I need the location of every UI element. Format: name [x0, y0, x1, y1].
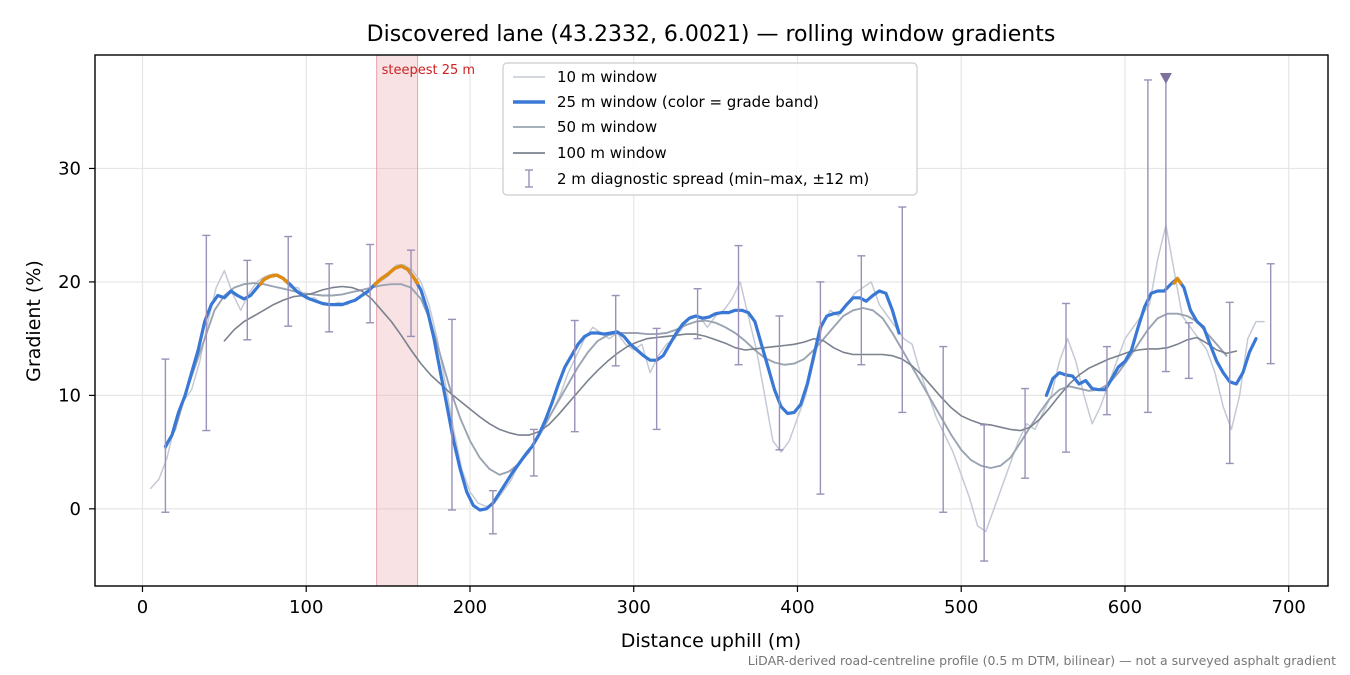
legend-label-50m: 50 m window [557, 118, 657, 136]
error-bar-21 [1021, 387, 1030, 479]
error-bar-0 [161, 358, 170, 513]
legend-label-10m: 10 m window [557, 68, 657, 86]
series-line-w50-3 [164, 282, 1228, 476]
error-bar-23 [1102, 345, 1111, 416]
error-bar-7 [447, 318, 456, 511]
error-bar-2 [243, 259, 252, 341]
error-bar-10 [570, 319, 579, 433]
error-bar-1 [202, 234, 211, 432]
x-tick-label-1: 100 [289, 597, 323, 618]
y-tick-label-0: 0 [70, 499, 81, 520]
x-axis-ticks: 0 100 200 300 400 500 600 700 [137, 586, 1306, 618]
y-tick-label-3: 30 [58, 158, 81, 179]
error-bar-11 [611, 294, 620, 367]
x-tick-label-5: 500 [944, 597, 978, 618]
error-bar-17 [857, 255, 866, 366]
plot-frame [94, 54, 1329, 587]
error-bar-20 [980, 424, 989, 562]
x-tick-label-2: 200 [453, 597, 487, 618]
x-tick-label-3: 300 [617, 597, 651, 618]
error-bar-6 [407, 249, 416, 338]
steep-segment-1 [373, 264, 420, 286]
legend-box [502, 62, 918, 196]
error-bar-12 [652, 327, 661, 431]
grid [95, 55, 1328, 586]
error-bar-15 [775, 315, 784, 451]
error-bar-4 [325, 263, 334, 333]
highlight-label: steepest 25 m [382, 63, 475, 78]
error-bar-clipped [1159, 73, 1172, 373]
steep-segment-0 [258, 273, 289, 286]
x-tick-label-4: 400 [780, 597, 814, 618]
error-bar-19 [939, 345, 948, 513]
error-bar-13 [693, 288, 702, 340]
error-bar-9 [529, 428, 538, 477]
x-tick-label-0: 0 [137, 597, 148, 618]
error-bar-27 [1266, 263, 1275, 365]
error-bars [161, 73, 1275, 562]
series-line-w100-4 [223, 285, 1238, 436]
clipped-marker [1159, 73, 1172, 84]
legend-swatch-errorbar [525, 169, 533, 188]
series-line-w25-2 [1044, 276, 1258, 397]
error-bar-25 [1184, 322, 1193, 380]
error-bar-5 [366, 243, 375, 324]
x-tick-label-7: 700 [1272, 597, 1306, 618]
footnote: LiDAR-derived road-centreline profile (0… [748, 653, 1336, 668]
chart-title: Discovered lane (43.2332, 6.0021) — roll… [367, 22, 1056, 47]
error-bar-3 [284, 235, 293, 327]
error-bar-24 [1143, 79, 1152, 414]
y-tick-label-2: 20 [58, 272, 81, 293]
error-bar-22 [1062, 302, 1071, 453]
x-tick-label-6: 600 [1108, 597, 1142, 618]
legend-label-100m: 100 m window [557, 144, 667, 162]
legend: 10 m window 25 m window (color = grade b… [502, 62, 918, 196]
legend-label-errorbar: 2 m diagnostic spread (min–max, ±12 m) [557, 170, 869, 188]
error-bar-14 [734, 244, 743, 366]
y-axis-ticks: 0 10 20 30 [58, 158, 95, 520]
error-bar-26 [1225, 301, 1234, 465]
legend-label-25m: 25 m window (color = grade band) [557, 93, 819, 111]
error-bar-18 [898, 206, 907, 414]
y-axis-label: Gradient (%) [23, 260, 45, 382]
error-bar-16 [816, 281, 825, 495]
steep-segment-2 [1172, 276, 1183, 285]
y-tick-label-1: 10 [58, 385, 81, 406]
error-bar-8 [488, 489, 497, 535]
x-axis-label: Distance uphill (m) [621, 630, 801, 652]
